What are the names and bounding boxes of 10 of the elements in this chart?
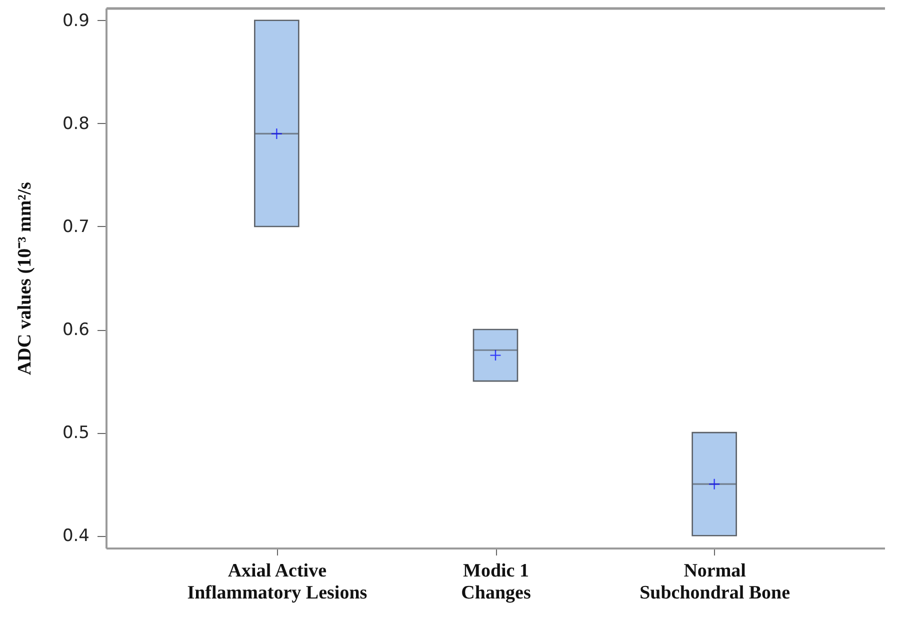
x-tick-label: Normal Subchondral Bone — [640, 560, 790, 604]
x-tick-label: Axial Active Inflammatory Lesions — [187, 560, 368, 604]
y-tick-label: 0.6 — [62, 320, 90, 340]
y-tick-label: 0.4 — [62, 526, 90, 546]
y-tick-label: 0.9 — [62, 10, 90, 31]
y-tick-label: 0.7 — [62, 216, 90, 237]
y-tick-label: 0.8 — [62, 114, 90, 134]
x-tick-label: Modic 1 Changes — [461, 560, 531, 604]
y-tick-label: 0.5 — [62, 423, 90, 444]
y-axis-title: ADC values (10⁻³ mm²/s — [14, 182, 36, 376]
